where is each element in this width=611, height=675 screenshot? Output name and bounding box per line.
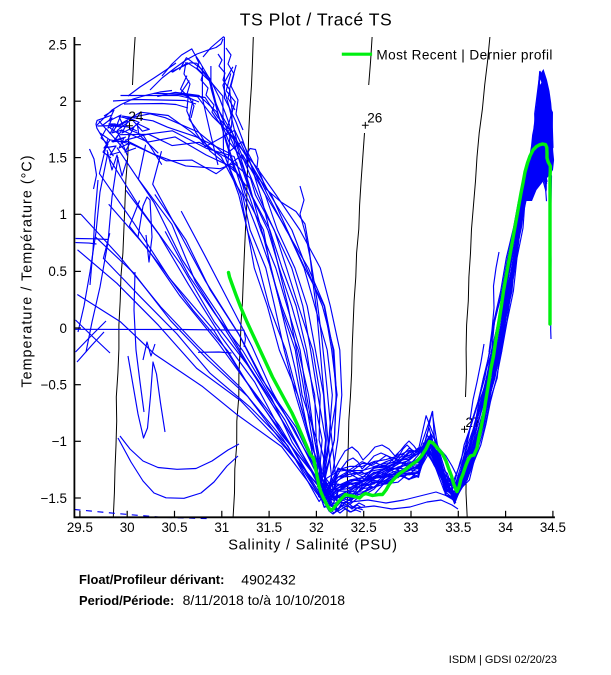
svg-text:29.5: 29.5 [67,520,93,535]
svg-text:TS Plot / Tracé TS: TS Plot / Tracé TS [240,9,392,29]
svg-text:Float/Profileur dérivant:: Float/Profileur dérivant: [79,572,224,587]
svg-text:4902432: 4902432 [241,572,296,588]
svg-text:32.5: 32.5 [351,520,377,535]
svg-text:30: 30 [120,520,135,535]
svg-text:Period/Période:: Period/Période: [79,593,174,608]
svg-text:Salinity / Salinité (PSU): Salinity / Salinité (PSU) [228,537,398,553]
svg-text:24: 24 [128,109,144,124]
svg-text:−0.5: −0.5 [41,378,67,393]
svg-text:26: 26 [367,111,382,126]
svg-text:33.5: 33.5 [445,520,471,535]
svg-text:2: 2 [60,94,67,109]
svg-text:Most Recent | Dernier profil: Most Recent | Dernier profil [376,48,552,63]
svg-text:31: 31 [214,520,229,535]
svg-text:34: 34 [498,520,513,535]
svg-text:Temperature / Température (°C): Temperature / Température (°C) [20,154,36,387]
svg-text:8/11/2018 to/à 10/10/2018: 8/11/2018 to/à 10/10/2018 [183,592,346,608]
svg-text:0: 0 [60,321,67,336]
svg-text:0.5: 0.5 [48,264,67,279]
svg-text:−1: −1 [52,434,67,449]
svg-text:33: 33 [404,520,419,535]
svg-text:34.5: 34.5 [540,520,566,535]
svg-text:1: 1 [60,207,67,222]
svg-text:−1.5: −1.5 [41,491,67,506]
svg-text:1.5: 1.5 [48,150,67,165]
svg-text:ISDM | GDSI 02/20/23: ISDM | GDSI 02/20/23 [449,654,557,666]
svg-text:30.5: 30.5 [161,520,187,535]
svg-text:31.5: 31.5 [256,520,282,535]
svg-text:2.5: 2.5 [48,38,67,53]
svg-text:32: 32 [309,520,324,535]
